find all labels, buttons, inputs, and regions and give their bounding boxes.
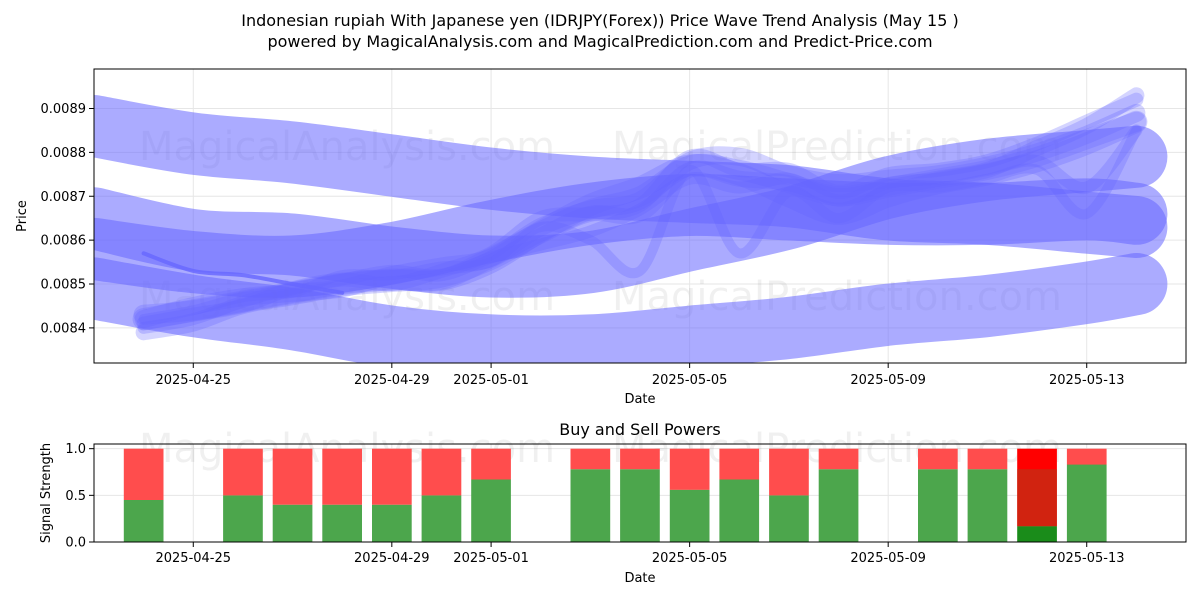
y-tick-label: 0.0085 <box>41 278 87 293</box>
buy-bar <box>471 479 511 542</box>
buy-bar <box>967 469 1008 542</box>
x-tick-label: 2025-05-05 <box>652 551 728 566</box>
x-tick-label: 2025-04-25 <box>155 373 231 388</box>
wave-band <box>94 173 1168 298</box>
y-tick-label: 0.0087 <box>41 190 87 205</box>
y-tick-label: 0.0089 <box>41 102 87 117</box>
bottom-y-axis-label: Signal Strength <box>39 443 54 543</box>
x-tick-label: 2025-05-13 <box>1049 551 1125 566</box>
x-tick-label: 2025-04-25 <box>155 551 231 566</box>
buy-bar <box>620 469 660 542</box>
sell-bar <box>818 448 859 470</box>
wave-thin-line <box>141 251 345 295</box>
top-y-axis-label: Price <box>15 200 30 232</box>
sell-bar <box>223 448 263 496</box>
y-tick-label: 0.0 <box>65 536 86 551</box>
x-tick-label: 2025-04-29 <box>354 551 430 566</box>
sell-bar <box>918 448 958 470</box>
wave-series-line <box>132 110 1148 331</box>
sell-bar <box>322 448 362 505</box>
buy-bar <box>918 469 958 542</box>
x-tick-label: 2025-05-09 <box>850 373 926 388</box>
sell-bar <box>719 448 760 480</box>
x-tick-label: 2025-05-01 <box>453 551 529 566</box>
x-tick-label: 2025-04-29 <box>354 373 430 388</box>
buy-bar <box>1017 526 1057 542</box>
buy-bar <box>818 469 859 542</box>
wave-series-line <box>136 92 1144 331</box>
x-tick-label: 2025-05-01 <box>453 373 529 388</box>
wave-series-line <box>135 87 1145 341</box>
wave-lines <box>132 87 1148 341</box>
sell-bar <box>123 448 164 500</box>
wave-series-line <box>134 103 1146 329</box>
top-plot-frame <box>93 68 1187 364</box>
sell-bar <box>570 448 611 470</box>
buy-bar <box>223 495 263 542</box>
sell-bar <box>967 448 1008 470</box>
buy-bar <box>719 479 760 542</box>
bottom-chart-title: Buy and Sell Powers <box>559 420 721 439</box>
y-tick-label: 0.0084 <box>41 321 87 336</box>
bottom-axes: 2025-04-25 2025-04-29 2025-05-01 2025-05-05… <box>65 442 1124 566</box>
buy-bar <box>123 500 164 542</box>
wave-band <box>94 253 1168 363</box>
wave-series-line <box>138 125 1142 325</box>
sell-bar <box>471 448 511 480</box>
y-tick-label: 0.0086 <box>41 234 87 249</box>
highlight-overlay <box>1017 469 1057 527</box>
sell-bar <box>421 448 462 496</box>
sell-bar <box>669 448 710 490</box>
top-x-axis-label: Date <box>624 392 655 407</box>
buy-bar <box>1066 464 1107 542</box>
buy-bar <box>372 504 412 542</box>
buy-bar <box>322 504 362 542</box>
buy-bar <box>570 469 611 542</box>
x-tick-label: 2025-05-13 <box>1049 373 1125 388</box>
y-tick-label: 0.5 <box>65 489 86 504</box>
sell-bar <box>769 448 809 496</box>
top-axes: 2025-04-25 2025-04-29 2025-05-01 2025-05-05… <box>41 102 1125 388</box>
buy-sell-bars <box>123 448 1107 542</box>
buy-bar <box>272 504 313 542</box>
x-tick-label: 2025-05-05 <box>652 373 728 388</box>
buy-bar <box>421 495 462 542</box>
sell-bar <box>372 448 412 505</box>
chart-subtitle: powered by MagicalAnalysis.com and Magic… <box>267 32 932 51</box>
bottom-x-axis-label: Date <box>624 571 655 586</box>
sell-bar <box>272 448 313 505</box>
x-tick-label: 2025-05-09 <box>850 551 926 566</box>
y-tick-label: 0.0088 <box>41 146 87 161</box>
wave-bands <box>94 95 1168 363</box>
sell-bar <box>620 448 660 470</box>
bottom-plot-frame <box>93 443 1187 543</box>
sell-bar <box>1066 448 1107 465</box>
buy-bar <box>769 495 809 542</box>
wave-series-line <box>133 111 1147 325</box>
chart-title: Indonesian rupiah With Japanese yen (IDR… <box>241 11 958 30</box>
buy-bar <box>669 489 710 542</box>
y-tick-label: 1.0 <box>65 442 86 457</box>
